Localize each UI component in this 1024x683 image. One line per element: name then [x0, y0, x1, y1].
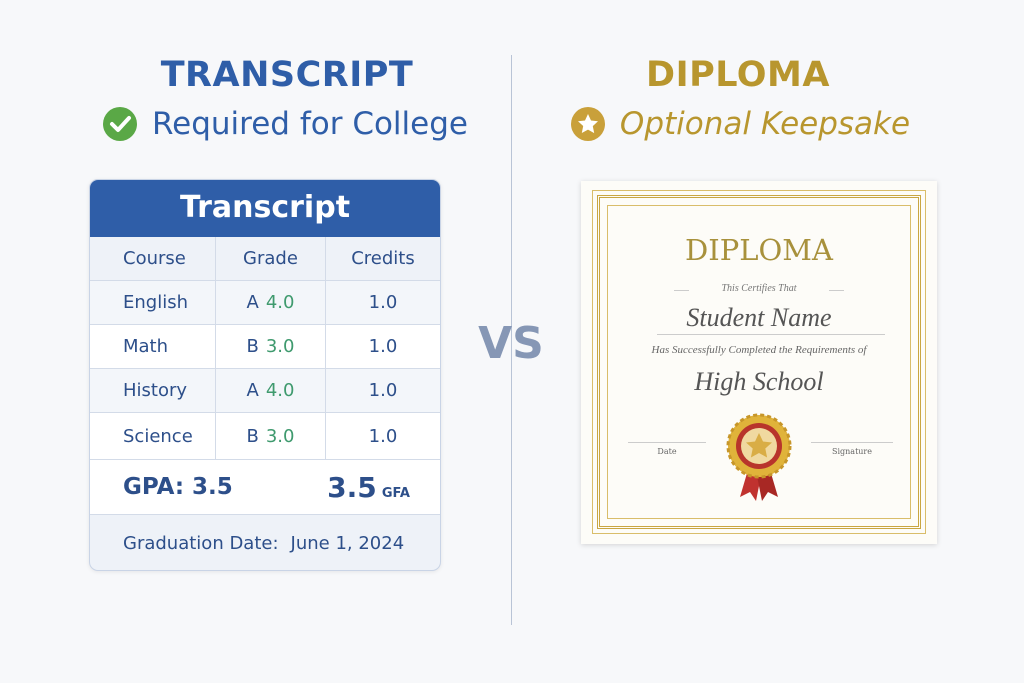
gpa-row: GPA: 3.5 3.5 GFA [90, 460, 440, 515]
course-cell: History [90, 369, 216, 412]
star-circle-icon [570, 107, 605, 141]
column-header: Course [90, 237, 216, 280]
signature-line [811, 442, 893, 443]
grade-points: 3.0 [265, 425, 295, 447]
transcript-card: Transcript Course Grade Credits English … [89, 179, 441, 571]
transcript-heading: TRANSCRIPT [160, 55, 414, 95]
divider [511, 55, 512, 625]
column-header: Credits [351, 248, 415, 269]
grade-letter: A [246, 292, 259, 313]
gpa-label: GPA: 3.5 [123, 474, 233, 500]
inner-border [607, 205, 911, 519]
grade-cell: B 3.0 [216, 325, 326, 368]
date-line [628, 442, 706, 443]
grade-letter: B [246, 336, 259, 357]
graduation-row: Graduation Date: June 1, 2024 [90, 515, 440, 570]
grade-letter: B [246, 425, 259, 447]
table-row: Math B 3.0 1.0 [90, 325, 440, 369]
certifies-text: This Certifies That [689, 283, 829, 294]
column-header: Grade [216, 237, 326, 280]
award-seal-icon [726, 413, 792, 501]
table-row: History A 4.0 1.0 [90, 369, 440, 413]
transcript-subtitle: Required for College [80, 106, 490, 142]
table-row: Science B 3.0 1.0 [90, 413, 440, 460]
diploma-certificate: DIPLOMA This Certifies That Student Name… [581, 181, 937, 544]
credits-cell: 1.0 [368, 425, 398, 447]
course-cell: Science [90, 413, 216, 459]
grade-points: 3.0 [265, 336, 295, 357]
grade-cell: A 4.0 [216, 369, 326, 412]
course-cell: Math [90, 325, 216, 368]
check-circle-icon [103, 107, 138, 141]
grade-letter: A [246, 380, 259, 401]
credits-cell: 1.0 [368, 380, 398, 401]
gpa-value: 3.5 [327, 470, 377, 504]
date-label: Date [657, 447, 677, 456]
diploma-subtitle: Optional Keepsake [540, 106, 940, 142]
diploma-title: DIPLOMA [685, 233, 833, 267]
subtitle-text: Required for College [152, 106, 468, 142]
vs-label: VS [478, 318, 544, 369]
student-name: Student Name [686, 303, 832, 332]
school-name: High School [694, 367, 824, 396]
grade-cell: A 4.0 [216, 281, 326, 324]
gpa-suffix: GFA [381, 485, 410, 501]
signature-label: Signature [831, 447, 872, 456]
table-header: Course Grade Credits [90, 237, 440, 281]
diploma-heading: DIPLOMA [646, 55, 830, 95]
subtitle-text: Optional Keepsake [619, 106, 911, 142]
grade-cell: B 3.0 [216, 413, 326, 459]
table-row: English A 4.0 1.0 [90, 281, 440, 325]
course-cell: English [90, 281, 216, 324]
grade-points: 4.0 [265, 292, 295, 313]
completed-text: Has Successfully Completed the Requireme… [651, 344, 867, 356]
credits-cell: 1.0 [368, 336, 398, 357]
ornate-border [592, 190, 926, 534]
rule [657, 334, 885, 335]
graduation-label: Graduation Date: [123, 532, 279, 554]
graduation-date: June 1, 2024 [290, 532, 405, 554]
grade-points: 4.0 [265, 380, 295, 401]
credits-cell: 1.0 [368, 292, 398, 313]
card-header: Transcript [90, 180, 440, 237]
